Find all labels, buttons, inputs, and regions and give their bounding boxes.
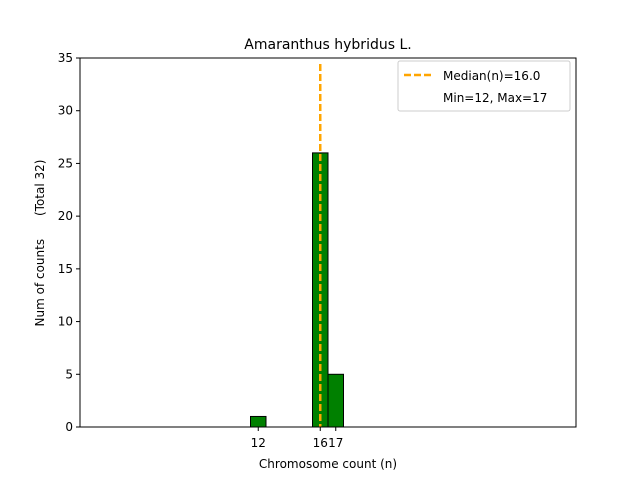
legend-box: [397, 60, 571, 112]
y-tick-label: 15: [58, 262, 73, 276]
legend-label-minmax: Min=12, Max=17: [443, 91, 547, 105]
y-tick-label: 10: [58, 315, 73, 329]
x-axis-title: Chromosome count (n): [259, 457, 397, 471]
y-tick-label: 0: [65, 420, 73, 434]
bar-12: [250, 415, 267, 428]
legend: Median(n)=16.0 Min=12, Max=17: [397, 60, 571, 112]
x-tick-label: 16: [313, 436, 328, 450]
y-tick-label: 30: [58, 104, 73, 118]
chart-title: Amaranthus hybridus L.: [244, 37, 411, 53]
legend-label-median: Median(n)=16.0: [443, 69, 540, 83]
plot-frame: [79, 57, 577, 428]
x-axis-ticks: 12 16 17: [251, 427, 343, 450]
y-tick-label: 25: [58, 156, 73, 170]
y-tick-label: 5: [65, 367, 73, 381]
y-tick-label: 20: [58, 209, 73, 223]
y-tick-label: 35: [58, 51, 73, 65]
bar-17: [327, 373, 344, 428]
y-axis-title: Num of counts (Total 32): [33, 160, 47, 327]
y-axis-ticks: 0 5 10 15 20 25 30 35: [58, 51, 80, 434]
x-tick-label: 12: [251, 436, 266, 450]
x-tick-label: 17: [328, 436, 343, 450]
